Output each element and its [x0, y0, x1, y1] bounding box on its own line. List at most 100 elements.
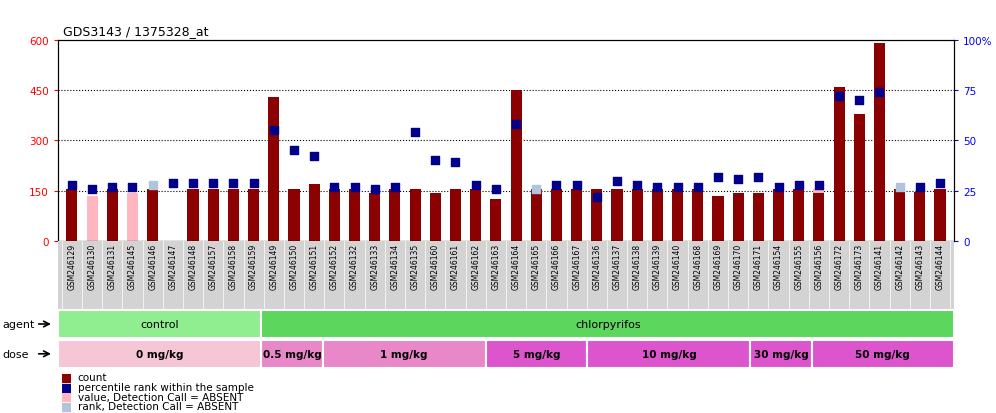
- Bar: [551, 190, 562, 241]
- Bar: [262, 311, 954, 338]
- Bar: [793, 190, 804, 241]
- Bar: [914, 193, 925, 241]
- Text: GSM246165: GSM246165: [532, 243, 541, 290]
- Point: [589, 194, 605, 200]
- Text: 1 mg/kg: 1 mg/kg: [380, 349, 428, 359]
- Point: [508, 122, 524, 128]
- Point: [387, 184, 403, 190]
- Bar: [309, 185, 320, 241]
- Bar: [692, 190, 703, 241]
- Bar: [592, 195, 603, 241]
- Bar: [672, 190, 683, 241]
- Text: GSM246157: GSM246157: [209, 243, 218, 290]
- Text: GSM246145: GSM246145: [127, 243, 137, 290]
- Bar: [87, 196, 98, 241]
- Text: GSM246143: GSM246143: [915, 243, 924, 290]
- Point: [266, 128, 282, 134]
- Point: [347, 184, 363, 190]
- Bar: [873, 44, 885, 241]
- Bar: [914, 193, 925, 241]
- Text: GSM246147: GSM246147: [168, 243, 177, 290]
- Bar: [531, 190, 542, 241]
- Text: GSM246161: GSM246161: [451, 243, 460, 289]
- Point: [912, 184, 928, 190]
- Text: GSM246171: GSM246171: [754, 243, 763, 289]
- Point: [367, 186, 382, 192]
- Bar: [750, 340, 812, 368]
- Bar: [329, 190, 340, 241]
- Point: [649, 184, 665, 190]
- Point: [407, 130, 423, 136]
- Bar: [934, 190, 945, 241]
- Point: [246, 180, 262, 186]
- Bar: [733, 193, 744, 241]
- Point: [730, 176, 746, 183]
- Bar: [814, 193, 825, 241]
- Text: GSM246166: GSM246166: [552, 243, 561, 290]
- Bar: [450, 190, 461, 241]
- Point: [427, 158, 443, 164]
- Bar: [429, 193, 441, 241]
- Bar: [490, 199, 501, 241]
- Text: GSM246149: GSM246149: [269, 243, 278, 290]
- Text: GSM246137: GSM246137: [613, 243, 622, 290]
- Point: [306, 154, 322, 160]
- Point: [569, 182, 585, 188]
- Bar: [511, 91, 522, 241]
- Bar: [814, 190, 825, 241]
- Point: [225, 180, 241, 186]
- Bar: [389, 190, 400, 241]
- Text: GSM246169: GSM246169: [713, 243, 722, 290]
- Text: count: count: [78, 373, 108, 382]
- Text: GSM246144: GSM246144: [935, 243, 944, 290]
- Bar: [834, 88, 845, 241]
- Bar: [409, 190, 420, 241]
- Bar: [208, 190, 219, 241]
- Bar: [712, 196, 723, 241]
- Text: GSM246129: GSM246129: [68, 243, 77, 289]
- Bar: [389, 196, 400, 241]
- Text: GSM246136: GSM246136: [593, 243, 602, 290]
- Bar: [773, 190, 784, 241]
- Text: GSM246138: GSM246138: [632, 243, 641, 289]
- Point: [64, 182, 80, 188]
- Point: [831, 94, 847, 100]
- Bar: [349, 190, 361, 241]
- Text: value, Detection Call = ABSENT: value, Detection Call = ABSENT: [78, 392, 243, 402]
- Point: [468, 182, 484, 188]
- Point: [852, 97, 868, 104]
- Text: ■: ■: [61, 381, 72, 394]
- Bar: [486, 340, 588, 368]
- Text: GSM246155: GSM246155: [794, 243, 803, 290]
- Text: GSM246135: GSM246135: [410, 243, 419, 290]
- Point: [811, 182, 827, 188]
- Text: GSM246133: GSM246133: [371, 243, 379, 290]
- Text: GSM246164: GSM246164: [512, 243, 521, 290]
- Text: ■: ■: [61, 390, 72, 403]
- Text: GSM246158: GSM246158: [229, 243, 238, 289]
- Text: GSM246140: GSM246140: [673, 243, 682, 290]
- Text: ■: ■: [61, 371, 72, 384]
- Text: GSM246163: GSM246163: [491, 243, 500, 290]
- Point: [286, 148, 302, 154]
- Text: 50 mg/kg: 50 mg/kg: [856, 349, 910, 359]
- Bar: [248, 190, 259, 241]
- Bar: [262, 340, 323, 368]
- Text: GSM246151: GSM246151: [310, 243, 319, 289]
- Point: [105, 184, 121, 190]
- Point: [629, 182, 645, 188]
- Point: [447, 160, 463, 166]
- Text: GSM246132: GSM246132: [350, 243, 359, 289]
- Bar: [323, 340, 486, 368]
- Bar: [894, 190, 905, 241]
- Text: percentile rank within the sample: percentile rank within the sample: [78, 382, 254, 392]
- Text: GSM246131: GSM246131: [108, 243, 117, 289]
- Text: GSM246130: GSM246130: [88, 243, 97, 290]
- Bar: [107, 190, 118, 241]
- Text: GSM246139: GSM246139: [653, 243, 662, 290]
- Text: GSM246167: GSM246167: [572, 243, 581, 290]
- Text: GSM246146: GSM246146: [148, 243, 157, 290]
- Point: [932, 180, 948, 186]
- Text: rank, Detection Call = ABSENT: rank, Detection Call = ABSENT: [78, 401, 238, 411]
- Bar: [612, 190, 622, 241]
